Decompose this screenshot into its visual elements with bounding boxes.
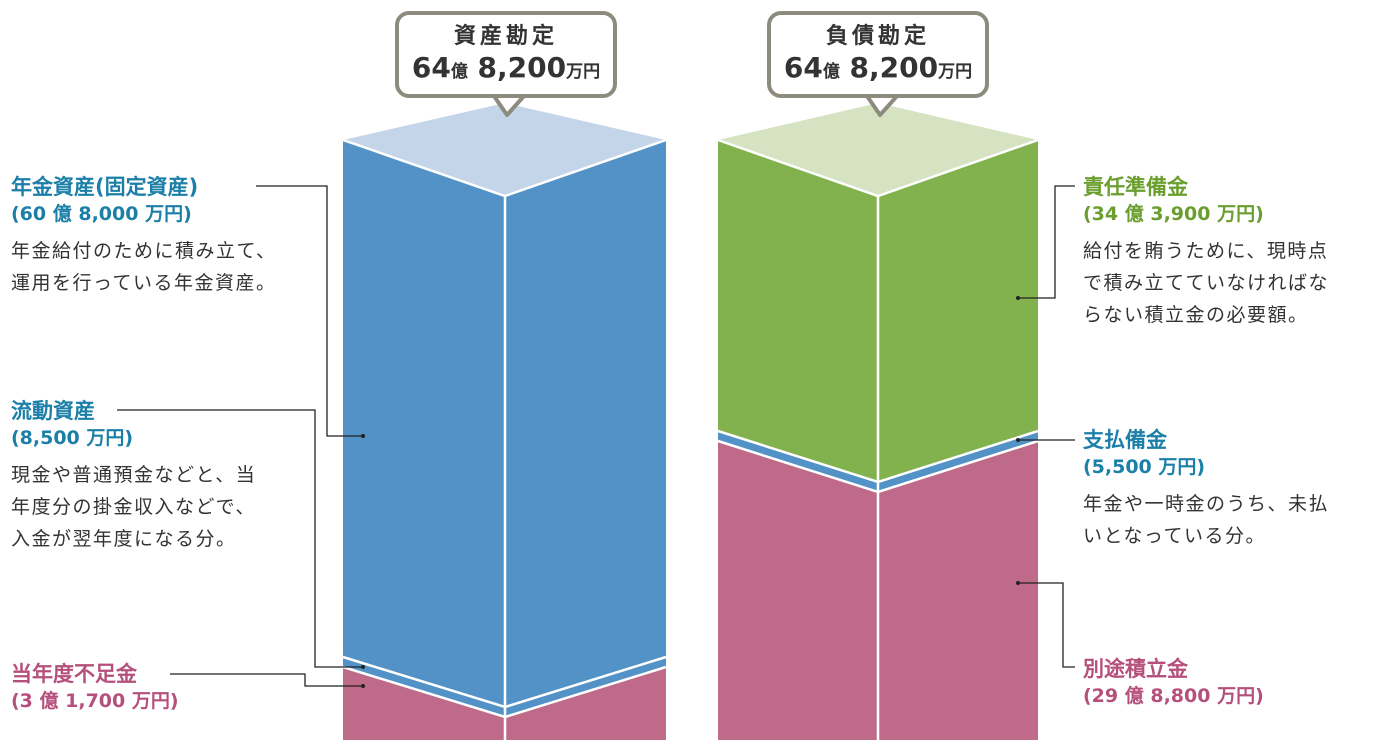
- current-assets-label: 流動資産 (8,500 万円) 現金や普通預金などと、当 年度分の掛金収入などで…: [11, 397, 256, 555]
- deficit-amount: (3 億 1,700 万円): [11, 690, 179, 712]
- deficit-block: [343, 667, 666, 740]
- current-assets-amount: (8,500 万円): [11, 427, 134, 449]
- payable-amount: (5,500 万円): [1083, 456, 1206, 478]
- liabilities-prism: [717, 103, 1039, 740]
- payable-label: 支払備金 (5,500 万円) 年金や一時金のうち、未払 いとなっている分。: [1083, 426, 1329, 552]
- liabilities-top-face: [718, 103, 1038, 196]
- left-leader-lines: [117, 185, 363, 687]
- current-assets-title: 流動資産: [11, 399, 95, 423]
- pension-assets-desc-1: 年金給付のために積み立て、: [11, 240, 277, 262]
- reserve-desc-2: で積み立てていなければな: [1083, 272, 1330, 294]
- pension-assets-amount: (60 億 8,000 万円): [11, 203, 192, 225]
- payable-title: 支払備金: [1083, 428, 1167, 452]
- liabilities-total: 64億 8,200万円: [783, 51, 973, 84]
- assets-total: 64億 8,200万円: [411, 51, 601, 84]
- payable-desc-2: いとなっている分。: [1083, 525, 1266, 547]
- deficit-title: 当年度不足金: [11, 662, 137, 686]
- reserve-amount: (34 億 3,900 万円): [1083, 203, 1264, 225]
- assets-prism: [342, 103, 667, 740]
- current-assets-desc-2: 年度分の掛金収入などで、: [11, 496, 256, 518]
- special-reserve-label: 別途積立金 (29 億 8,800 万円): [1083, 655, 1264, 709]
- payable-desc-1: 年金や一時金のうち、未払: [1083, 493, 1330, 515]
- special-reserve-amount: (29 億 8,800 万円): [1083, 685, 1264, 707]
- assets-heading: 資産勘定: [453, 24, 558, 49]
- assets-total-bubble: 資産勘定 64億 8,200万円: [395, 11, 617, 98]
- special-reserve-title: 別途積立金: [1083, 657, 1188, 681]
- liabilities-heading: 負債勘定: [825, 24, 930, 49]
- pension-assets-title: 年金資産(固定資産): [11, 175, 199, 199]
- reserve-label: 責任準備金 (34 億 3,900 万円) 給付を賄うために、現時点 で積み立て…: [1083, 173, 1329, 331]
- assets-top-face: [343, 103, 666, 196]
- reserve-desc-3: らない積立金の必要額。: [1083, 304, 1309, 326]
- deficit-label: 当年度不足金 (3 億 1,700 万円): [11, 660, 179, 714]
- current-assets-desc-3: 入金が翌年度になる分。: [11, 528, 237, 550]
- right-leader-lines: [1018, 185, 1075, 668]
- current-assets-desc-1: 現金や普通預金などと、当: [11, 464, 257, 486]
- pension-assets-label: 年金資産(固定資産) (60 億 8,000 万円) 年金給付のために積み立て、…: [11, 173, 277, 299]
- reserve-desc-1: 給付を賄うために、現時点: [1083, 240, 1329, 262]
- pension-assets-desc-2: 運用を行っている年金資産。: [11, 272, 277, 294]
- liabilities-total-bubble: 負債勘定 64億 8,200万円: [767, 11, 989, 98]
- reserve-title: 責任準備金: [1083, 175, 1188, 199]
